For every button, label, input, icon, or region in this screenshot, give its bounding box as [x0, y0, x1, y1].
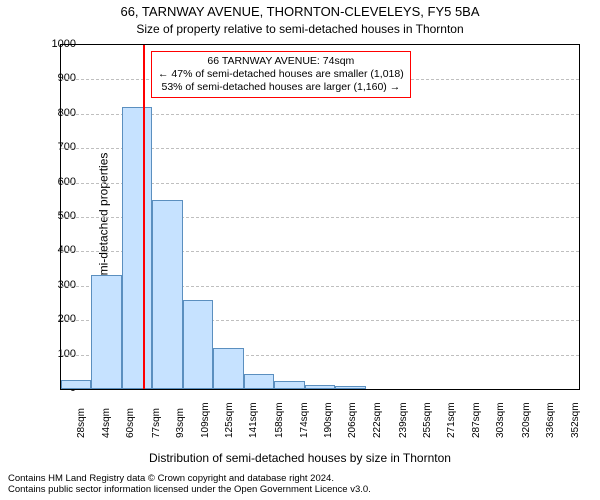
histogram-bar	[152, 200, 182, 389]
histogram-bar	[183, 300, 213, 389]
x-tick-label: 352sqm	[570, 402, 581, 438]
histogram-bar	[335, 386, 365, 389]
x-tick-label: 190sqm	[323, 402, 334, 438]
x-tick-label: 239sqm	[398, 402, 409, 438]
x-tick-label: 44sqm	[101, 408, 112, 438]
x-tick-label: 303sqm	[495, 402, 506, 438]
x-tick-label: 93sqm	[175, 408, 186, 438]
x-tick-label: 222sqm	[372, 402, 383, 438]
x-tick-label: 28sqm	[76, 408, 87, 438]
x-tick-label: 271sqm	[446, 402, 457, 438]
x-tick-label: 336sqm	[545, 402, 556, 438]
x-tick-label: 141sqm	[248, 402, 259, 438]
x-tick-label: 255sqm	[422, 402, 433, 438]
footer: Contains HM Land Registry data © Crown c…	[8, 474, 371, 496]
histogram-bar	[213, 348, 243, 389]
chart-title: 66, TARNWAY AVENUE, THORNTON-CLEVELEYS, …	[0, 4, 600, 19]
x-axis-label: Distribution of semi-detached houses by …	[0, 451, 600, 465]
x-tick-label: 287sqm	[471, 402, 482, 438]
x-tick-label: 206sqm	[347, 402, 358, 438]
chart-container: 66, TARNWAY AVENUE, THORNTON-CLEVELEYS, …	[0, 0, 600, 500]
x-tick-label: 320sqm	[521, 402, 532, 438]
marker-line	[143, 45, 145, 389]
histogram-bar	[305, 385, 335, 389]
histogram-bar	[122, 107, 152, 389]
histogram-bar	[274, 381, 304, 389]
x-tick-label: 174sqm	[299, 402, 310, 438]
histogram-bar	[61, 380, 91, 389]
x-tick-label: 109sqm	[200, 402, 211, 438]
annotation-line1: 66 TARNWAY AVENUE: 74sqm	[158, 55, 404, 68]
chart-subtitle: Size of property relative to semi-detach…	[0, 22, 600, 36]
histogram-bar	[91, 275, 121, 389]
annotation-box: 66 TARNWAY AVENUE: 74sqm ← 47% of semi-d…	[151, 51, 411, 98]
annotation-line2: ← 47% of semi-detached houses are smalle…	[158, 68, 404, 81]
x-tick-label: 125sqm	[224, 402, 235, 438]
footer-line2: Contains public sector information licen…	[8, 485, 371, 496]
x-tick-label: 158sqm	[274, 402, 285, 438]
annotation-line3: 53% of semi-detached houses are larger (…	[158, 81, 404, 94]
x-tick-label: 60sqm	[125, 408, 136, 438]
plot-area: 66 TARNWAY AVENUE: 74sqm ← 47% of semi-d…	[60, 44, 580, 390]
histogram-bar	[244, 374, 274, 389]
x-tick-label: 77sqm	[151, 408, 162, 438]
